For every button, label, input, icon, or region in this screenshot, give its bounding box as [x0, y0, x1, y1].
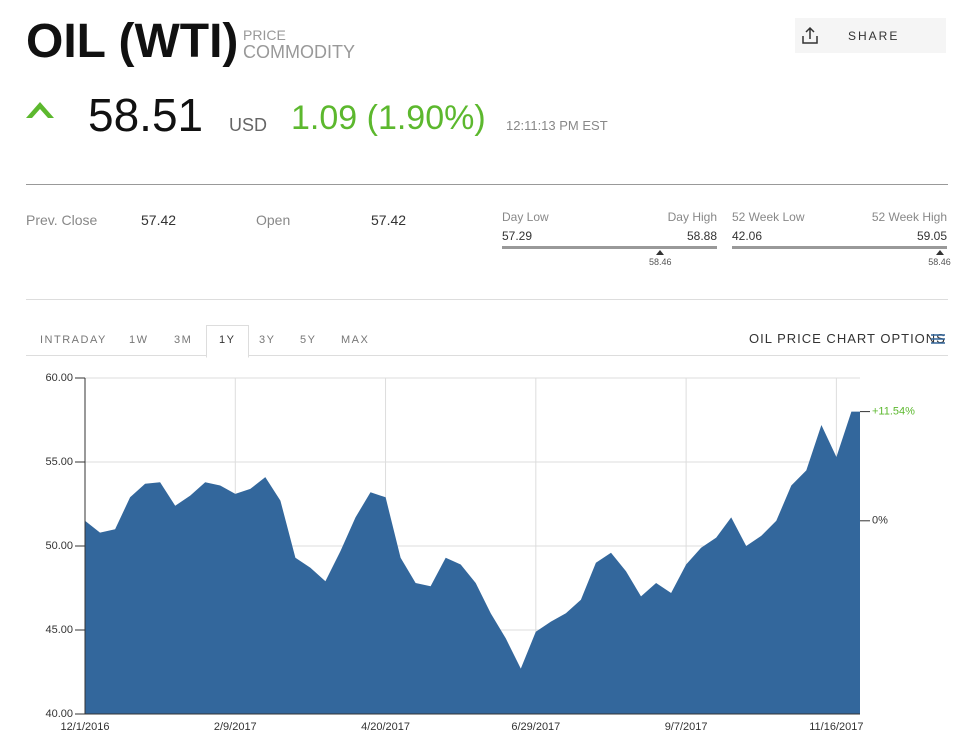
tab[interactable]: INTRADAY	[40, 334, 107, 346]
y-tick-label: 40.00	[45, 708, 73, 720]
area	[85, 411, 860, 714]
x-tick-label: 6/29/2017	[511, 721, 560, 733]
y-tick-label: 50.00	[45, 540, 73, 552]
title: OIL (WTI)	[26, 15, 239, 68]
tab[interactable]: 1W	[129, 334, 149, 346]
y-tick-label: 55.00	[45, 456, 73, 468]
change: 1.09 (1.90%)	[291, 99, 486, 137]
range-current: 58.46	[648, 257, 672, 267]
y-tick-label: 60.00	[45, 372, 73, 384]
range-low-label: Day Low	[502, 210, 549, 224]
open-label: Open	[256, 212, 291, 228]
range-high-label: Day High	[667, 210, 717, 224]
x-tick-label: 4/20/2017	[361, 721, 410, 733]
divider	[26, 184, 948, 185]
range-marker	[656, 250, 665, 255]
tab[interactable]: 5Y	[300, 334, 317, 346]
range-high: 59.05	[916, 229, 947, 243]
chart-options-label: OIL PRICE CHART OPTIONS	[749, 331, 946, 346]
tab-rule	[26, 355, 564, 356]
chart-options[interactable]: OIL PRICE CHART OPTIONS	[749, 331, 946, 346]
tab-rule	[564, 355, 948, 356]
share-button[interactable]: SHARE	[795, 18, 946, 53]
share-icon	[802, 26, 818, 44]
range-high-label: 52 Week High	[871, 210, 947, 224]
kind-top: PRICE	[243, 27, 286, 43]
range-low: 42.06	[732, 229, 763, 243]
divider	[26, 299, 948, 300]
currency: USD	[229, 115, 268, 135]
range-low-label: 52 Week Low	[732, 210, 805, 224]
active-tab	[206, 325, 249, 358]
range-high: 58.88	[686, 229, 717, 243]
range-bar	[732, 246, 947, 249]
x-tick-label: 11/16/2017	[809, 721, 863, 733]
annotation: 0%	[872, 515, 888, 527]
up-arrow	[26, 102, 54, 118]
x-tick-label: 12/1/2016	[61, 721, 110, 733]
x-tick-label: 9/7/2017	[665, 721, 708, 733]
annotation: +11.54%	[872, 406, 915, 418]
x-tick-label: 2/9/2017	[214, 721, 257, 733]
share-label: SHARE	[848, 29, 900, 43]
prev-close-label: Prev. Close	[26, 212, 98, 228]
range-low: 57.29	[502, 229, 533, 243]
menu-icon[interactable]	[931, 333, 945, 345]
range-bar	[502, 246, 717, 249]
range-current: 58.46	[928, 257, 951, 267]
range-marker	[935, 250, 944, 255]
open: 57.42	[371, 212, 407, 228]
prev-close: 57.42	[141, 212, 177, 228]
tab[interactable]: MAX	[341, 334, 370, 346]
tab[interactable]: 1Y	[219, 334, 236, 346]
tab[interactable]: 3Y	[259, 334, 276, 346]
price: 58.51	[88, 89, 204, 141]
tab[interactable]: 3M	[174, 334, 193, 346]
kind-bottom: COMMODITY	[243, 42, 355, 62]
time: 12:11:13 PM EST	[506, 118, 608, 133]
y-tick-label: 45.00	[45, 624, 73, 636]
